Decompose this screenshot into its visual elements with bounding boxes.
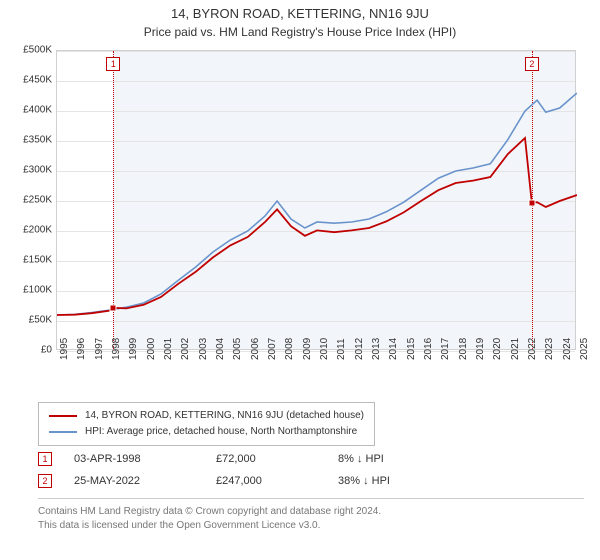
sale-price: £247,000: [216, 475, 316, 487]
plot-area: 12: [56, 50, 576, 350]
footer-line-1: Contains HM Land Registry data © Crown c…: [38, 505, 584, 519]
sale-events-table: 1 03-APR-1998 £72,000 8% ↓ HPI 2 25-MAY-2022 £…: [38, 448, 438, 492]
x-axis-label: 2025: [579, 338, 590, 360]
page-title: 14, BYRON ROAD, KETTERING, NN16 9JU: [0, 0, 600, 21]
x-axis-label: 2017: [440, 338, 451, 360]
chart-lines: [57, 51, 577, 351]
x-axis-label: 2024: [562, 338, 573, 360]
x-axis-label: 2018: [458, 338, 469, 360]
event-dot: [528, 199, 535, 206]
y-axis-label: £200K: [23, 225, 52, 236]
legend-label: 14, BYRON ROAD, KETTERING, NN16 9JU (det…: [85, 408, 364, 424]
y-axis-label: £150K: [23, 255, 52, 266]
y-axis-label: £100K: [23, 285, 52, 296]
x-axis-label: 2008: [284, 338, 295, 360]
x-axis-label: 2012: [354, 338, 365, 360]
x-axis-label: 1996: [76, 338, 87, 360]
x-axis-label: 1999: [128, 338, 139, 360]
y-axis-label: £300K: [23, 165, 52, 176]
attribution-footer: Contains HM Land Registry data © Crown c…: [38, 498, 584, 533]
x-axis-label: 2016: [423, 338, 434, 360]
sale-vs-hpi: 8% ↓ HPI: [338, 453, 438, 465]
legend-swatch: [49, 415, 77, 417]
y-axis-label: £500K: [23, 45, 52, 56]
x-axis-label: 2021: [510, 338, 521, 360]
sale-event-row: 1 03-APR-1998 £72,000 8% ↓ HPI: [38, 448, 438, 470]
series-property: [57, 138, 577, 315]
x-axis-label: 2002: [180, 338, 191, 360]
sale-date: 03-APR-1998: [74, 453, 194, 465]
x-axis-label: 2000: [146, 338, 157, 360]
y-axis-label: £350K: [23, 135, 52, 146]
x-axis-label: 2019: [475, 338, 486, 360]
chart-legend: 14, BYRON ROAD, KETTERING, NN16 9JU (det…: [38, 402, 375, 446]
x-axis-label: 2011: [336, 338, 347, 360]
x-axis-label: 1998: [111, 338, 122, 360]
y-axis-label: £50K: [29, 315, 52, 326]
x-axis-label: 2014: [388, 338, 399, 360]
legend-label: HPI: Average price, detached house, Nort…: [85, 424, 357, 440]
footer-line-2: This data is licensed under the Open Gov…: [38, 519, 584, 533]
x-axis-label: 2020: [492, 338, 503, 360]
sale-marker: 2: [38, 474, 52, 488]
x-axis-label: 2007: [267, 338, 278, 360]
x-axis-label: 1997: [94, 338, 105, 360]
event-dot: [110, 304, 117, 311]
series-hpi: [57, 93, 577, 315]
event-marker: 2: [525, 57, 539, 71]
x-axis-label: 2010: [319, 338, 330, 360]
x-axis-label: 2015: [406, 338, 417, 360]
legend-swatch: [49, 431, 77, 433]
x-axis-label: 2005: [232, 338, 243, 360]
y-axis-label: £450K: [23, 75, 52, 86]
y-axis-label: £400K: [23, 105, 52, 116]
x-axis-label: 2004: [215, 338, 226, 360]
x-axis-label: 2006: [250, 338, 261, 360]
sale-date: 25-MAY-2022: [74, 475, 194, 487]
sale-event-row: 2 25-MAY-2022 £247,000 38% ↓ HPI: [38, 470, 438, 492]
x-axis-label: 2022: [527, 338, 538, 360]
sale-vs-hpi: 38% ↓ HPI: [338, 475, 438, 487]
sale-marker: 1: [38, 452, 52, 466]
sale-price: £72,000: [216, 453, 316, 465]
x-axis-label: 2023: [544, 338, 555, 360]
x-axis-label: 2003: [198, 338, 209, 360]
price-chart: 12 £0£50K£100K£150K£200K£250K£300K£350K£…: [8, 44, 592, 394]
legend-item: HPI: Average price, detached house, Nort…: [49, 424, 364, 440]
legend-item: 14, BYRON ROAD, KETTERING, NN16 9JU (det…: [49, 408, 364, 424]
y-axis-label: £0: [41, 345, 52, 356]
x-axis-label: 1995: [59, 338, 70, 360]
y-axis-label: £250K: [23, 195, 52, 206]
x-axis-label: 2009: [302, 338, 313, 360]
x-axis-label: 2001: [163, 338, 174, 360]
x-axis-label: 2013: [371, 338, 382, 360]
event-marker: 1: [106, 57, 120, 71]
